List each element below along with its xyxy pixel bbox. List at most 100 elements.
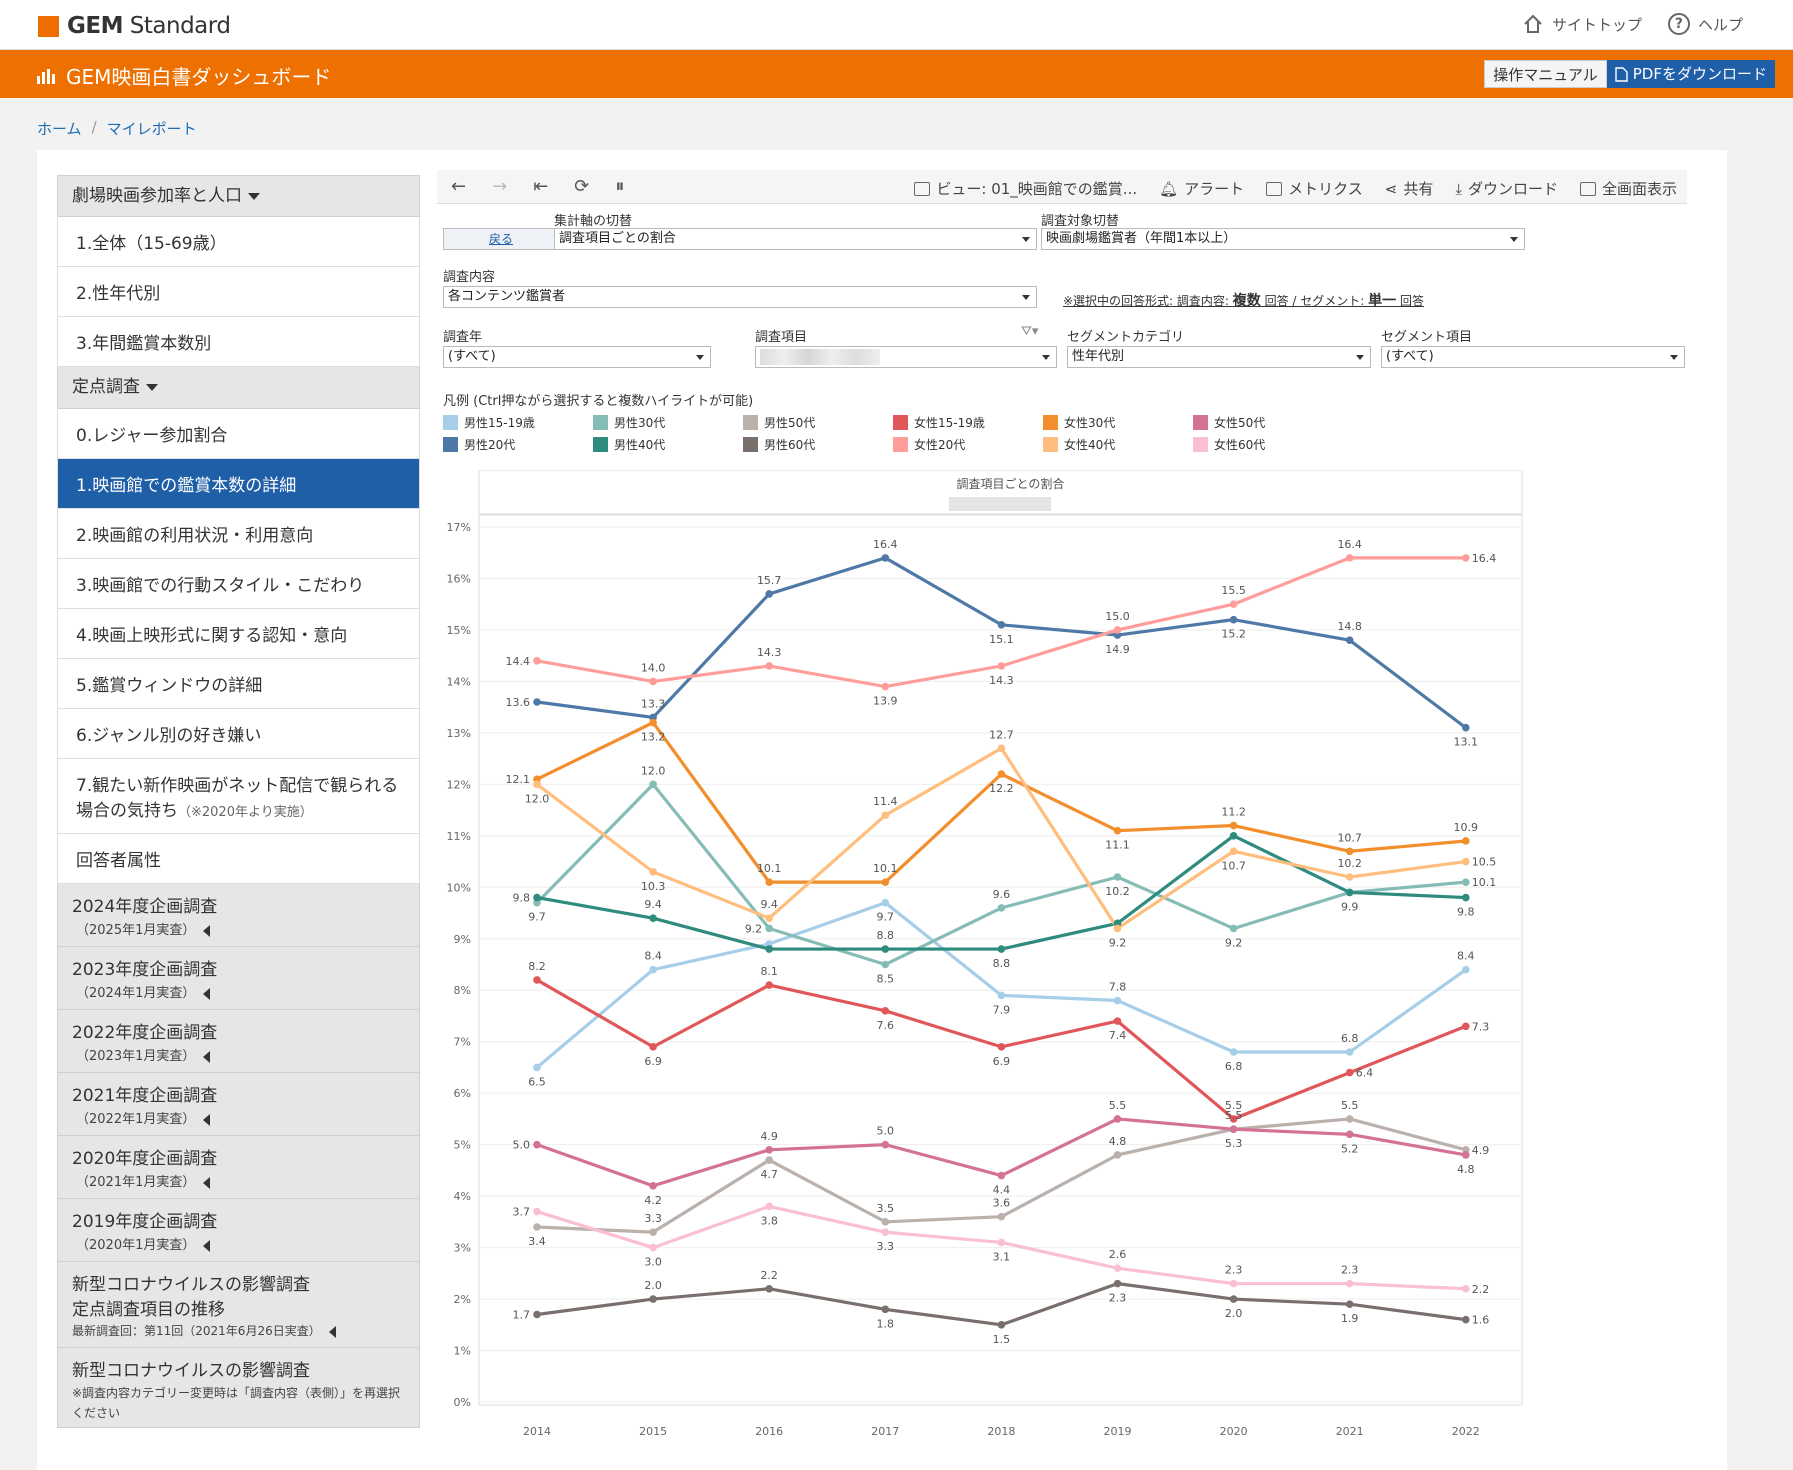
data-point [881,1007,890,1015]
sidebar-item-overall[interactable]: 1.全体（15-69歳） [57,217,420,267]
data-label: 10.1 [873,862,898,875]
data-point [765,914,773,922]
y-tick-label: 4% [454,1190,471,1203]
legend-item[interactable]: 女性40代 [1043,436,1193,453]
data-point [649,1295,657,1303]
sidebar-group-2020[interactable]: 2020年度企画調査 （2021年1月実査） [57,1136,420,1199]
sidebar-section-fixed-survey[interactable]: 定点調査 [57,367,420,409]
metrics-button[interactable]: メトリクス [1266,178,1363,199]
y-tick-label: 17% [447,521,471,534]
data-label: 9.8 [513,892,531,905]
item-select[interactable] [755,346,1057,368]
sidebar-item-behavior-style[interactable]: 3.映画館での行動スタイル・こだわり [57,559,420,609]
sidebar-group-2023[interactable]: 2023年度企画調査 （2024年1月実査） [57,947,420,1010]
data-label: 14.0 [641,661,666,674]
data-point [1113,1017,1122,1025]
data-label: 9.7 [528,911,546,924]
sidebar-item-respondent-attributes[interactable]: 回答者属性 [57,834,420,884]
chart-title: 調査項目ごとの割合 [957,476,1065,491]
data-label: 15.2 [1221,628,1246,641]
segment-item-select[interactable]: (すべて) [1381,346,1685,368]
fullscreen-button[interactable]: 全画面表示 [1579,178,1677,199]
legend-label: 男性60代 [764,438,816,452]
legend-item[interactable]: 女性20代 [893,436,1043,453]
data-label: 5.0 [513,1139,531,1152]
sidebar-group-2022[interactable]: 2022年度企画調査 （2023年1月実査） [57,1010,420,1073]
data-point [1345,888,1354,897]
redo-icon[interactable]: → [492,176,508,197]
data-point [1229,847,1238,856]
breadcrumb-home[interactable]: ホーム [37,120,82,138]
legend-item[interactable]: 女性15-19歳 [893,414,1043,431]
sidebar-item-gender-age[interactable]: 2.性年代別 [57,267,420,317]
data-label: 10.7 [1337,831,1362,844]
sidebar-item-screening-format[interactable]: 4.映画上映形式に関する認知・意向 [57,609,420,659]
content-select[interactable]: 各コンテンツ鑑賞者 [443,286,1037,308]
data-label: 15.7 [757,574,782,587]
sidebar-group-2021[interactable]: 2021年度企画調査 （2022年1月実査） [57,1073,420,1136]
data-label: 10.1 [1472,876,1497,889]
data-label: 7.3 [1472,1020,1490,1033]
data-label: 6.5 [528,1075,546,1088]
sidebar-item-leisure[interactable]: 0.レジャー参加割合 [57,409,420,459]
home-icon [1524,14,1542,33]
undo-icon[interactable]: ← [451,176,467,197]
revert-icon[interactable]: ⇤ [533,176,549,197]
sidebar-section-population[interactable]: 劇場映画参加率と人口 [57,175,420,217]
caret-left-icon [203,1239,211,1252]
legend-item[interactable]: 男性60代 [743,436,893,453]
pause-icon[interactable]: ⏸ [615,176,625,197]
data-label: 14.3 [757,646,782,659]
year-label: 調査年 [443,330,483,345]
manual-button[interactable]: 操作マニュアル [1484,60,1607,88]
data-label: 11.2 [1221,806,1246,819]
legend-item[interactable]: 男性50代 [743,414,893,431]
data-point [1462,857,1470,866]
legend-item[interactable]: 男性30代 [593,414,743,431]
legend-item[interactable]: 女性50代 [1193,414,1343,431]
sidebar-item-theater-usage[interactable]: 2.映画館の利用状況・利用意向 [57,509,420,559]
legend-item[interactable]: 女性60代 [1193,436,1343,453]
legend-item[interactable]: 女性30代 [1043,414,1193,431]
metrics-icon [1266,181,1283,196]
data-point [765,981,773,989]
target-switch-select[interactable]: 映画劇場鑑賞者（年間1本以上） [1041,228,1525,250]
refresh-icon[interactable]: ⟳ [574,176,590,197]
legend-item[interactable]: 男性15-19歳 [443,414,593,431]
sidebar-item-viewing-window[interactable]: 5.鑑賞ウィンドウの詳細 [57,659,420,709]
tableau-viz: ← → ⇤ ⟳ ⏸ ビュー: 01_映画館での鑑賞... 🔔︎ アラート メトリク… [437,170,1687,1470]
data-point [765,924,773,933]
legend-label: 男性20代 [464,438,516,452]
sidebar-group-corona-fixed[interactable]: 新型コロナウイルスの影響調査 定点調査項目の推移 最新調査回：第11回（2021年6… [57,1262,420,1348]
data-point [649,677,657,686]
back-button[interactable]: 戻る [443,228,559,250]
sidebar-item-theater-count-detail[interactable]: 1.映画館での鑑賞本数の詳細 [57,459,420,509]
pdf-download-button[interactable]: PDFをダウンロード [1606,60,1775,88]
help-link[interactable]: ? ヘルプ [1667,13,1743,35]
y-tick-label: 10% [447,881,471,894]
axis-switch-select[interactable]: 調査項目ごとの割合 [554,228,1037,250]
data-point [997,1043,1006,1051]
data-label: 12.7 [989,728,1014,741]
caret-left-icon [328,1325,336,1338]
gem-logo[interactable]: GEM Standard [38,13,231,39]
view-button[interactable]: ビュー: 01_映画館での鑑賞... [914,178,1137,199]
legend-item[interactable]: 男性40代 [593,436,743,453]
site-top-link[interactable]: サイトトップ [1522,13,1642,35]
share-button[interactable]: ⋖ 共有 [1384,179,1434,199]
data-point [1462,723,1470,732]
clear-filter-icon[interactable]: ⛛▾ [1021,324,1039,339]
sidebar-group-corona[interactable]: 新型コロナウイルスの影響調査 ※調査内容カテゴリー変更時は「調査内容（表側）」を再… [57,1348,420,1428]
year-select[interactable]: (すべて) [443,346,711,368]
alert-button[interactable]: 🔔︎ アラート [1159,179,1245,199]
sidebar-group-2024[interactable]: 2024年度企画調査 （2025年1月実査） [57,884,420,947]
sidebar-item-annual-count[interactable]: 3.年間鑑賞本数別 [57,317,420,367]
segment-category-select[interactable]: 性年代別 [1067,346,1371,368]
legend-item[interactable]: 男性20代 [443,436,593,453]
sidebar-group-2019[interactable]: 2019年度企画調査 （2020年1月実査） [57,1199,420,1262]
breadcrumb-current[interactable]: マイレポート [106,120,197,138]
sidebar-item-genre-preference[interactable]: 6.ジャンル別の好き嫌い [57,709,420,759]
download-button[interactable]: ⤓ ダウンロード [1455,179,1558,199]
sidebar-item-streaming-feelings[interactable]: 7.観たい新作映画がネット配信で観られる場合の気持ち（※2020年より実施） [57,759,420,834]
caret-down-icon [146,383,158,391]
